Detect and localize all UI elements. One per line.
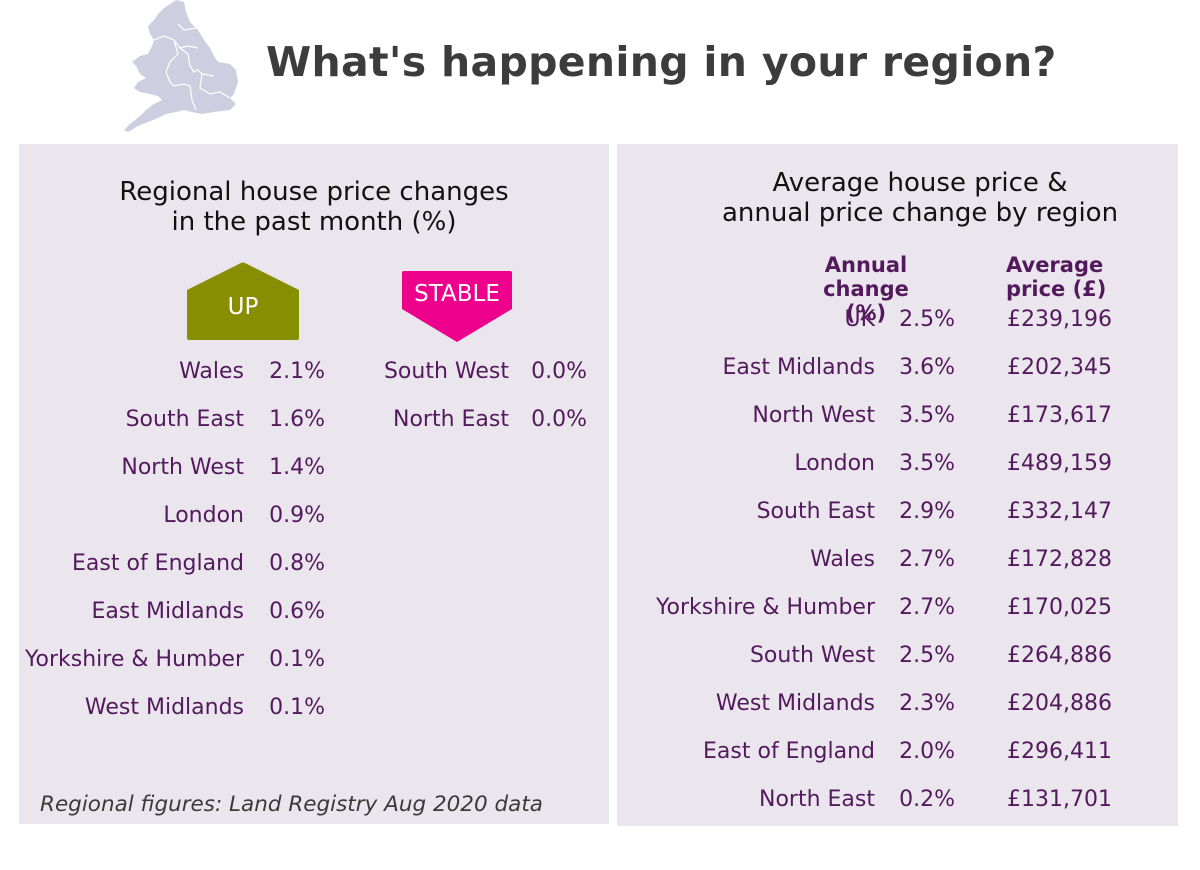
stable-badge: STABLE xyxy=(401,271,513,343)
up-badge-label: UP xyxy=(227,294,259,320)
monthly-change-value: 0.0% xyxy=(531,407,587,432)
region-name: London xyxy=(163,503,244,528)
region-name: West Midlands xyxy=(84,695,244,720)
region-name: West Midlands xyxy=(715,691,875,716)
average-price-value: £264,886 xyxy=(1007,643,1112,668)
annual-change-panel: Average house price & annual price chang… xyxy=(617,144,1178,826)
england-wales-map-icon xyxy=(124,0,238,132)
annual-change-value: 3.6% xyxy=(899,355,955,380)
average-price-value: £489,159 xyxy=(1007,451,1112,476)
monthly-change-panel: Regional house price changes in the past… xyxy=(19,144,609,824)
monthly-change-value: 0.1% xyxy=(269,695,325,720)
average-price-header-line1: Average xyxy=(1006,253,1104,277)
annual-change-header-line1: Annual xyxy=(824,253,908,277)
region-name: North West xyxy=(121,455,244,480)
monthly-change-value: 0.9% xyxy=(269,503,325,528)
average-price-value: £170,025 xyxy=(1007,595,1112,620)
monthly-change-title-line1: Regional house price changes xyxy=(119,177,509,207)
region-name: South East xyxy=(125,407,244,432)
average-price-value: £131,701 xyxy=(1007,787,1112,812)
region-name: North East xyxy=(759,787,875,812)
average-price-value: £204,886 xyxy=(1007,691,1112,716)
average-price-value: £172,828 xyxy=(1007,547,1112,572)
region-name: London xyxy=(794,451,875,476)
region-name: East of England xyxy=(72,551,244,576)
page-title: What's happening in your region? xyxy=(266,38,1057,86)
house-stable-shape-icon xyxy=(402,271,512,342)
annual-change-value: 2.0% xyxy=(899,739,955,764)
average-price-value: £202,345 xyxy=(1007,355,1112,380)
region-name: Wales xyxy=(179,359,244,384)
annual-change-value: 3.5% xyxy=(899,403,955,428)
region-name: Wales xyxy=(810,547,875,572)
region-name: East of England xyxy=(703,739,875,764)
monthly-change-value: 0.8% xyxy=(269,551,325,576)
annual-change-column-header: Annual change (%) xyxy=(801,253,931,325)
annual-change-value: 2.7% xyxy=(899,547,955,572)
annual-change-header-line2: change (%) xyxy=(823,277,909,325)
monthly-change-value: 0.0% xyxy=(531,359,587,384)
up-badge: UP xyxy=(185,262,301,340)
average-price-header-line2: price (£) xyxy=(1006,277,1107,301)
annual-change-value: 0.2% xyxy=(899,787,955,812)
monthly-change-value: 0.6% xyxy=(269,599,325,624)
average-price-value: £296,411 xyxy=(1007,739,1112,764)
source-note: Regional figures: Land Registry Aug 2020… xyxy=(40,792,543,817)
stable-badge-label: STABLE xyxy=(414,281,500,307)
average-price-value: £239,196 xyxy=(1007,307,1112,332)
average-price-value: £332,147 xyxy=(1007,499,1112,524)
region-name: East Midlands xyxy=(722,355,876,380)
annual-change-value: 2.9% xyxy=(899,499,955,524)
annual-change-title: Average house price & annual price chang… xyxy=(617,168,1200,228)
annual-change-value: 2.5% xyxy=(899,643,955,668)
monthly-change-value: 0.1% xyxy=(269,647,325,672)
region-name: UK xyxy=(844,307,875,332)
region-name: South West xyxy=(383,359,509,384)
house-up-shape-icon xyxy=(187,262,299,340)
region-name: South West xyxy=(749,643,875,668)
region-name: North East xyxy=(393,407,509,432)
annual-change-value: 2.3% xyxy=(899,691,955,716)
monthly-change-value: 1.6% xyxy=(269,407,325,432)
monthly-change-value: 2.1% xyxy=(269,359,325,384)
annual-change-value: 3.5% xyxy=(899,451,955,476)
annual-change-value: 2.7% xyxy=(899,595,955,620)
annual-change-value: 2.5% xyxy=(899,307,955,332)
monthly-change-title: Regional house price changes in the past… xyxy=(19,177,609,237)
region-name: North West xyxy=(752,403,875,428)
average-price-column-header: Average price (£) xyxy=(1006,253,1126,301)
region-name: South East xyxy=(756,499,875,524)
annual-change-title-line2: annual price change by region xyxy=(721,198,1119,228)
monthly-change-value: 1.4% xyxy=(269,455,325,480)
average-price-value: £173,617 xyxy=(1007,403,1112,428)
annual-change-title-line1: Average house price & xyxy=(772,168,1068,198)
monthly-change-title-line2: in the past month (%) xyxy=(171,207,457,237)
region-name: Yorkshire & Humber xyxy=(656,595,875,620)
region-name: Yorkshire & Humber xyxy=(25,647,244,672)
region-name: East Midlands xyxy=(91,599,245,624)
